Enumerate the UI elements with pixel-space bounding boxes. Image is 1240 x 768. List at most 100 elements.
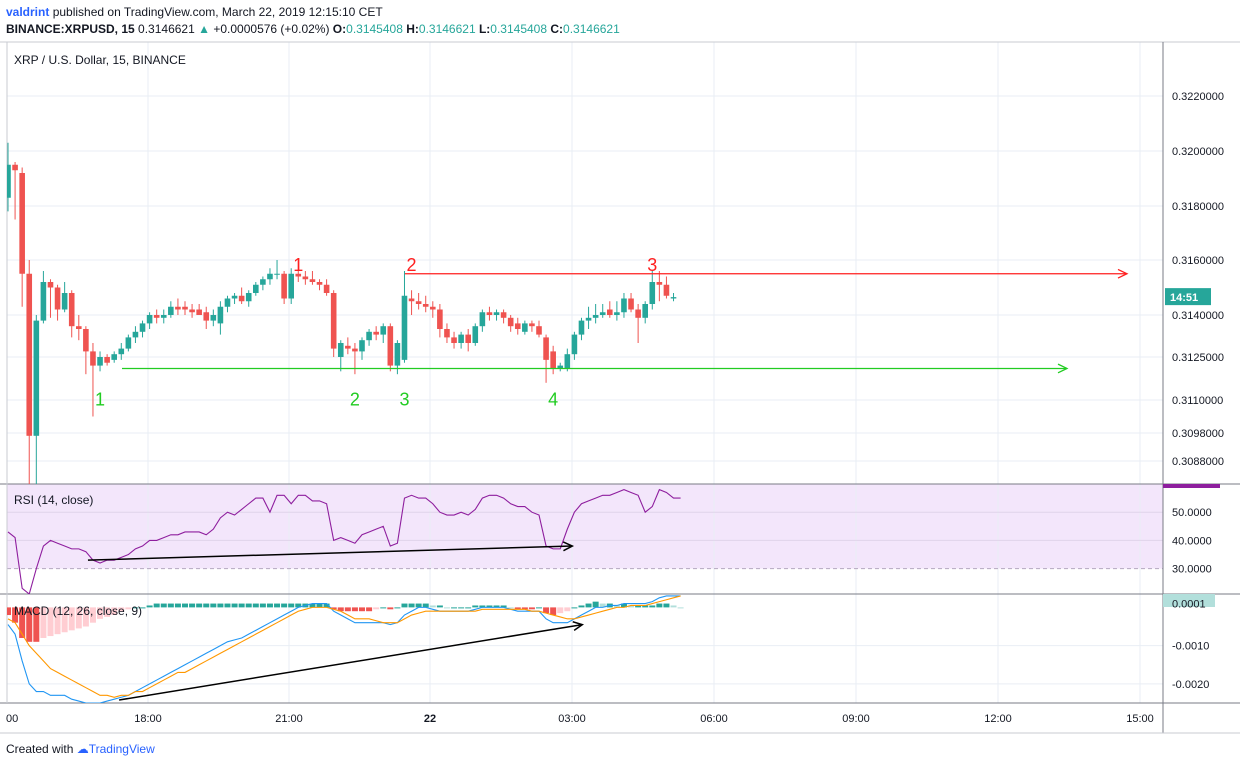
candle xyxy=(83,326,89,375)
candle-body xyxy=(599,312,606,315)
macd-histogram-bar xyxy=(550,607,557,616)
time-tick-label: 03:00 xyxy=(558,713,586,725)
candle-body xyxy=(514,323,521,329)
macd-histogram-bar xyxy=(415,603,422,608)
author-link[interactable]: valdrint xyxy=(6,5,50,19)
candle-body xyxy=(203,312,210,321)
candle-body xyxy=(472,326,479,343)
candle xyxy=(557,362,564,372)
macd-histogram-bar xyxy=(451,607,458,609)
price-tick-label: 0.3160000 xyxy=(1172,255,1224,267)
time-tick-label: 15:00 xyxy=(1126,713,1154,725)
candle xyxy=(97,351,103,372)
candle xyxy=(437,304,443,338)
low-label: L: xyxy=(478,22,491,36)
candle-body xyxy=(422,304,429,307)
candle xyxy=(649,271,656,310)
candle xyxy=(111,351,117,363)
macd-histogram-bar xyxy=(12,607,19,623)
macd-histogram-bar xyxy=(245,603,252,608)
tradingview-brand[interactable]: TradingView xyxy=(88,742,155,756)
macd-histogram-bar xyxy=(486,605,493,608)
macd-histogram-bar xyxy=(663,603,670,608)
candle xyxy=(146,312,153,329)
macd-histogram-bar xyxy=(465,607,472,609)
candle xyxy=(26,260,33,484)
candle xyxy=(444,323,450,343)
macd-histogram-bar xyxy=(635,605,642,608)
macd-histogram-bar xyxy=(89,607,96,623)
macd-tick-label: -0.0020 xyxy=(1172,679,1209,691)
macd-histogram-bar xyxy=(380,607,387,609)
macd-histogram-bar xyxy=(642,605,649,608)
macd-histogram-bar xyxy=(436,605,443,608)
candle xyxy=(231,293,238,304)
candle-body xyxy=(444,329,450,338)
candle-body xyxy=(302,276,309,280)
candle xyxy=(90,343,96,417)
macd-histogram-bar xyxy=(620,603,627,608)
candle xyxy=(245,290,252,307)
symbol-ohlc-bar: BINANCE:XRPUSD, 15 0.3146621 ▲ +0.000057… xyxy=(6,22,620,36)
candle xyxy=(543,334,549,383)
candle-body xyxy=(90,351,96,366)
candle xyxy=(451,331,457,349)
candle xyxy=(486,306,493,321)
macd-histogram-bar xyxy=(33,607,40,642)
candle xyxy=(465,329,471,352)
macd-histogram-bar xyxy=(521,607,528,610)
close-label: C: xyxy=(550,22,564,36)
price-pane-title: XRP / U.S. Dollar, 15, BINANCE xyxy=(14,53,186,67)
candle-body xyxy=(607,309,613,315)
time-tick-label: 22 xyxy=(424,713,436,725)
macd-divergence-arrow-arrowhead xyxy=(572,621,585,631)
low-value: 0.3145408 xyxy=(490,22,548,36)
macd-histogram-bar xyxy=(330,607,337,610)
candle-body xyxy=(281,273,287,299)
candle xyxy=(160,309,167,324)
candle-body xyxy=(68,293,75,327)
macd-histogram-bar xyxy=(82,607,89,627)
macd-histogram-bar xyxy=(351,607,358,612)
price-tick-label: 0.3140000 xyxy=(1172,310,1224,322)
candle xyxy=(224,295,231,313)
candle-body xyxy=(642,304,648,318)
candle-body xyxy=(649,282,656,304)
candle xyxy=(642,301,648,324)
macd-histogram-bar xyxy=(40,607,47,638)
price-tick-label: 0.3098000 xyxy=(1172,428,1224,440)
candle xyxy=(323,279,330,296)
candle xyxy=(401,271,408,363)
macd-histogram-bar xyxy=(628,605,635,608)
price-tick-label: 0.3125000 xyxy=(1172,352,1224,364)
rsi-value-tag xyxy=(1163,484,1220,488)
created-with-text: Created with xyxy=(6,742,74,756)
macd-histogram-bar xyxy=(429,605,436,608)
rsi-pane-title: RSI (14, close) xyxy=(14,493,93,507)
price-tick-label: 0.3200000 xyxy=(1172,146,1224,158)
candle-body xyxy=(54,287,61,310)
candle-body xyxy=(61,293,68,310)
published-text: published on TradingView.com, March 22, … xyxy=(52,5,383,19)
macd-histogram-bar xyxy=(458,607,465,609)
candle-body xyxy=(274,273,280,275)
candle-body xyxy=(500,312,507,318)
price-change: +0.0000576 (+0.02%) xyxy=(213,22,330,36)
macd-histogram-bar xyxy=(359,607,365,612)
candle xyxy=(635,304,641,343)
candle-body xyxy=(380,326,387,335)
candle-body xyxy=(153,315,160,318)
candle-body xyxy=(97,357,103,366)
candle-body xyxy=(132,331,139,338)
support-touch-label: 4 xyxy=(548,389,558,409)
candle-body xyxy=(76,326,82,329)
candle-body xyxy=(529,323,535,327)
macd-histogram-bar xyxy=(571,607,578,609)
candle xyxy=(430,301,436,318)
chart-canvas[interactable]: 1 2 3 1 2 3 4 XRP / U.S. Dollar, 15, BINANCE 0.3… xyxy=(0,0,1240,740)
candle xyxy=(621,293,627,318)
candle-body xyxy=(585,317,592,321)
macd-histogram-bar xyxy=(557,607,564,614)
macd-histogram-bar xyxy=(507,607,514,609)
support-touch-label: 2 xyxy=(350,389,360,409)
